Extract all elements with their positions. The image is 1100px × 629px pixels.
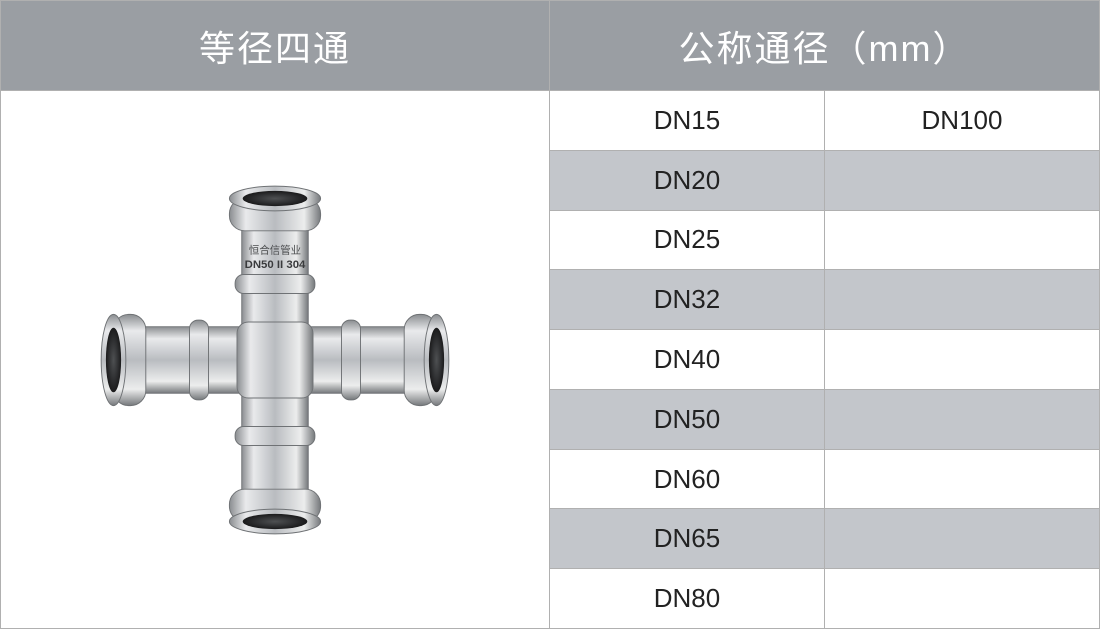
size-row: DN25 [550, 211, 1099, 271]
size-cell-col2 [825, 569, 1099, 628]
spec-table-container: 等径四通 [0, 0, 1100, 629]
cross-fitting-icon: 恒合信管业 DN50 II 304 [85, 170, 465, 550]
size-row: DN40 [550, 330, 1099, 390]
left-header: 等径四通 [1, 1, 549, 91]
size-cell-col1: DN20 [550, 151, 825, 210]
right-column: 公称通径（mm） DN15DN100DN20DN25DN32DN40DN50DN… [550, 1, 1099, 628]
size-cell-col1: DN60 [550, 450, 825, 509]
size-cell-col1: DN15 [550, 91, 825, 150]
size-row: DN80 [550, 569, 1099, 628]
size-cell-col2 [825, 270, 1099, 329]
left-column: 等径四通 [1, 1, 550, 628]
product-marking-1: 恒合信管业 [249, 243, 301, 256]
size-cell-col2 [825, 151, 1099, 210]
size-cell-col1: DN40 [550, 330, 825, 389]
size-row: DN60 [550, 450, 1099, 510]
size-cell-col1: DN80 [550, 569, 825, 628]
right-header: 公称通径（mm） [550, 1, 1099, 91]
size-row: DN15DN100 [550, 91, 1099, 151]
size-cell-col1: DN25 [550, 211, 825, 270]
size-cell-col2 [825, 509, 1099, 568]
size-cell-col2 [825, 330, 1099, 389]
size-cell-col2: DN100 [825, 91, 1099, 150]
size-cell-col2 [825, 211, 1099, 270]
size-row: DN65 [550, 509, 1099, 569]
size-row: DN32 [550, 270, 1099, 330]
size-cell-col2 [825, 390, 1099, 449]
size-cell-col2 [825, 450, 1099, 509]
size-cell-col1: DN50 [550, 390, 825, 449]
size-table-body: DN15DN100DN20DN25DN32DN40DN50DN60DN65DN8… [550, 91, 1099, 628]
product-marking-2: DN50 II 304 [245, 258, 306, 270]
product-image-area: 恒合信管业 DN50 II 304 [1, 91, 549, 628]
size-row: DN20 [550, 151, 1099, 211]
size-cell-col1: DN32 [550, 270, 825, 329]
size-cell-col1: DN65 [550, 509, 825, 568]
size-row: DN50 [550, 390, 1099, 450]
